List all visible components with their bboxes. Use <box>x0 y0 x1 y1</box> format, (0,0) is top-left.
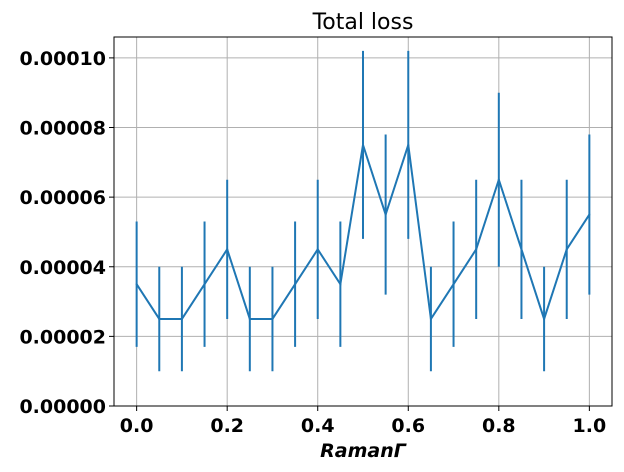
x-tick-label: 0.0 <box>120 415 154 437</box>
chart-title: Total loss <box>312 10 414 35</box>
data-point <box>158 317 161 320</box>
x-axis-label: RamanΓ <box>320 440 407 462</box>
data-point <box>497 178 500 181</box>
data-point <box>429 317 432 320</box>
data-point <box>180 317 183 320</box>
data-point <box>248 317 251 320</box>
data-point <box>384 213 387 216</box>
y-tick-label: 0.00000 <box>19 396 106 418</box>
data-point <box>339 283 342 286</box>
data-point <box>203 283 206 286</box>
x-tick-label: 0.6 <box>391 415 425 437</box>
data-point <box>135 283 138 286</box>
data-point <box>543 317 546 320</box>
data-point <box>565 248 568 251</box>
plot-series <box>135 50 591 372</box>
y-tick-label: 0.00008 <box>19 118 106 140</box>
data-point <box>407 143 410 146</box>
data-point <box>452 283 455 286</box>
data-point <box>475 248 478 251</box>
x-tick-label: 0.4 <box>301 415 335 437</box>
data-point <box>316 248 319 251</box>
data-point <box>271 317 274 320</box>
axis-ticks: 0.0 0.2 0.4 0.6 0.8 1.0 0.00000 0.00002 0.00004 0… <box>19 48 606 437</box>
data-point <box>520 248 523 251</box>
data-point <box>588 213 591 216</box>
x-tick-label: 0.8 <box>482 415 516 437</box>
data-point <box>226 248 229 251</box>
data-point <box>362 143 364 146</box>
y-tick-label: 0.00010 <box>19 48 106 70</box>
x-tick-label: 0.2 <box>210 415 244 437</box>
y-tick-label: 0.00002 <box>19 326 106 348</box>
y-tick-label: 0.00006 <box>19 187 106 209</box>
plot-frame <box>113 36 613 407</box>
x-tick-label: 1.0 <box>573 415 607 437</box>
data-point <box>294 283 297 286</box>
y-tick-label: 0.00004 <box>19 257 106 279</box>
